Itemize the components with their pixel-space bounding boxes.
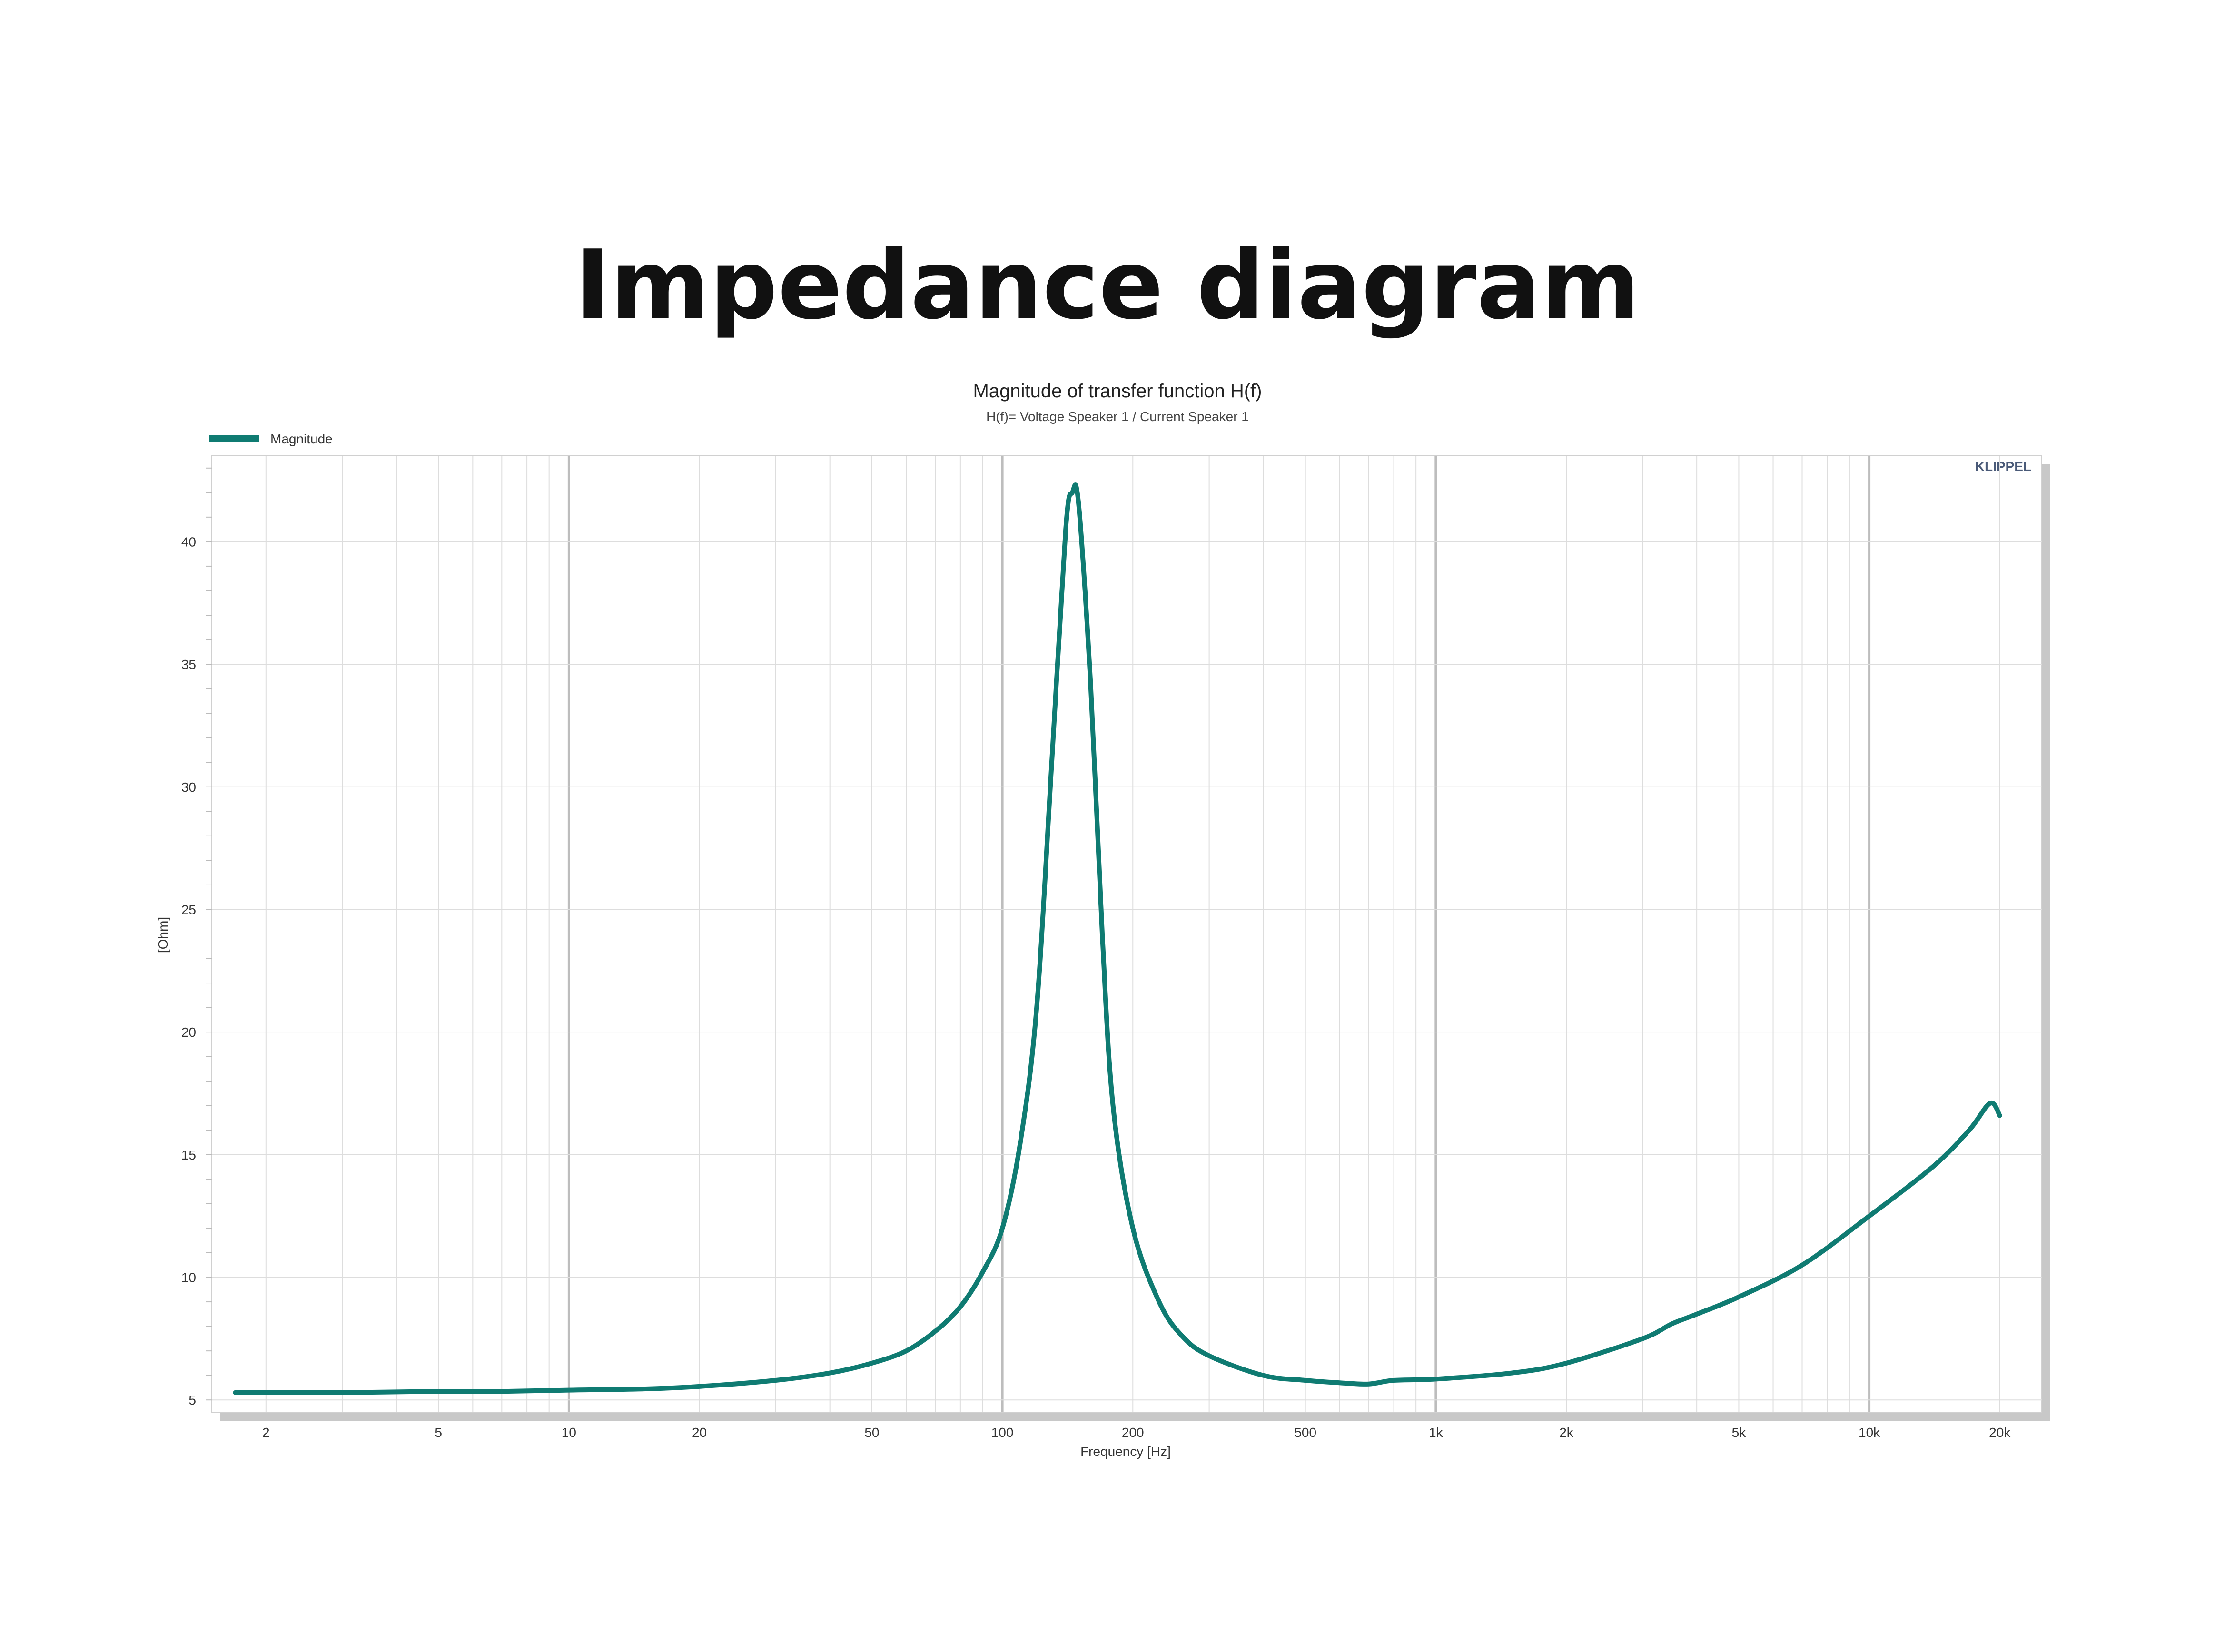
legend: Magnitude xyxy=(209,432,333,446)
watermark: KLIPPEL xyxy=(1975,459,2031,474)
x-tick-label: 1k xyxy=(1429,1425,1444,1440)
x-tick-label: 100 xyxy=(991,1425,1014,1440)
plot-area xyxy=(211,455,2042,1413)
y-tick-label: 10 xyxy=(181,1270,196,1285)
series-layer xyxy=(233,482,2002,1395)
grid xyxy=(206,456,2042,1412)
x-tick-label: 5k xyxy=(1732,1425,1747,1440)
y-axis-label: [Ohm] xyxy=(156,917,170,953)
y-tick-label: 5 xyxy=(188,1393,196,1407)
x-tick-label: 200 xyxy=(1122,1425,1144,1440)
chart-subtitle: H(f)= Voltage Speaker 1 / Current Speake… xyxy=(986,409,1249,424)
x-axis-label: Frequency [Hz] xyxy=(1080,1444,1171,1459)
legend-label: Magnitude xyxy=(270,432,333,446)
x-tick-label: 2 xyxy=(262,1425,270,1440)
x-tick-label: 10k xyxy=(1859,1425,1880,1440)
x-tick-label: 2k xyxy=(1559,1425,1574,1440)
y-tick-label: 30 xyxy=(181,780,196,795)
y-tick-label: 25 xyxy=(181,902,196,917)
y-tick-label: 40 xyxy=(181,534,196,549)
x-tick-label: 20k xyxy=(1989,1425,2011,1440)
chart-title: Magnitude of transfer function H(f) xyxy=(973,381,1262,402)
y-tick-label: 35 xyxy=(181,657,196,672)
series-line-magnitude xyxy=(233,482,2002,1395)
y-tick-labels: 5 10 15 20 25 30 35 40 xyxy=(181,534,196,1407)
y-tick-label: 20 xyxy=(181,1025,196,1040)
y-tick-label: 15 xyxy=(181,1148,196,1162)
x-tick-label: 50 xyxy=(864,1425,879,1440)
x-tick-labels: 2 5 10 20 50 100 200 500 1k 2k 5k 10k 20k xyxy=(262,1425,2011,1440)
page-title: Impedance diagram xyxy=(575,230,1640,341)
x-tick-label: 5 xyxy=(435,1425,442,1440)
x-tick-label: 20 xyxy=(692,1425,707,1440)
x-tick-label: 10 xyxy=(562,1425,576,1440)
x-tick-label: 500 xyxy=(1294,1425,1316,1440)
